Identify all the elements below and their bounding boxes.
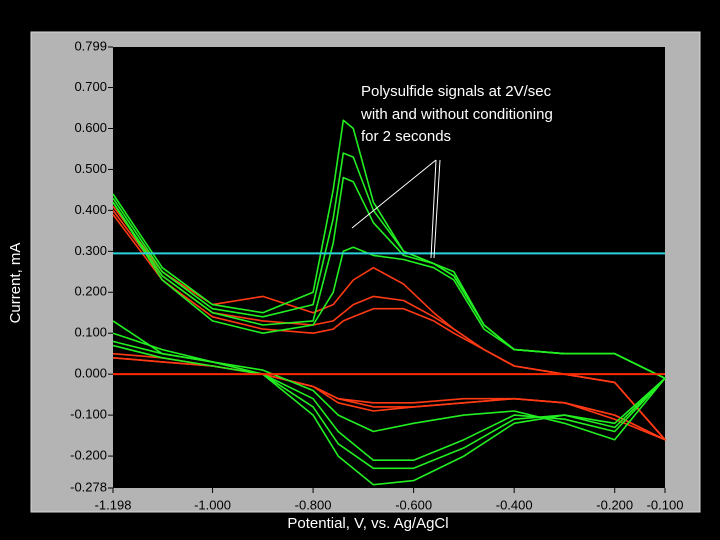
- x-tick-label: -0.800: [295, 497, 332, 512]
- x-tick-label: -1.198: [95, 497, 132, 512]
- x-tick-label: -0.600: [395, 497, 432, 512]
- x-tick-label: -1.000: [194, 497, 231, 512]
- plot: [112, 119, 666, 486]
- pointer: [351, 159, 437, 229]
- pointer: [433, 159, 441, 259]
- y-tick-label: 0.600: [74, 120, 107, 135]
- y-tick-label: -0.200: [70, 447, 107, 462]
- y-tick-label: -0.278: [70, 479, 107, 494]
- y-tick-label: 0.000: [74, 366, 107, 381]
- annotation: for 2 seconds: [361, 128, 451, 145]
- y-tick-label: 0.100: [74, 325, 107, 340]
- x-tick-label: -0.200: [596, 497, 633, 512]
- annotation: with and without conditioning: [360, 106, 553, 123]
- y-tick-label: 0.700: [74, 79, 107, 94]
- y-tick-label: 0.300: [74, 243, 107, 258]
- x-tick-label: -0.400: [496, 497, 533, 512]
- y-tick-label: 0.500: [74, 161, 107, 176]
- x-tick-label: -0.100: [647, 497, 684, 512]
- y-axis-title: Current, mA: [7, 243, 24, 324]
- y-tick-label: -0.100: [70, 407, 107, 422]
- y-tick-label: 0.400: [74, 202, 107, 217]
- series-line: [112, 201, 666, 441]
- pointer: [430, 159, 437, 259]
- y-tick-label: 0.200: [74, 284, 107, 299]
- y-tick-label: 0.799: [74, 38, 107, 53]
- x-axis-title: Potential, V, vs. Ag/AgCl: [287, 515, 448, 532]
- annotation: Polysulfide signals at 2V/sec: [361, 83, 552, 100]
- plot-area: [113, 47, 665, 488]
